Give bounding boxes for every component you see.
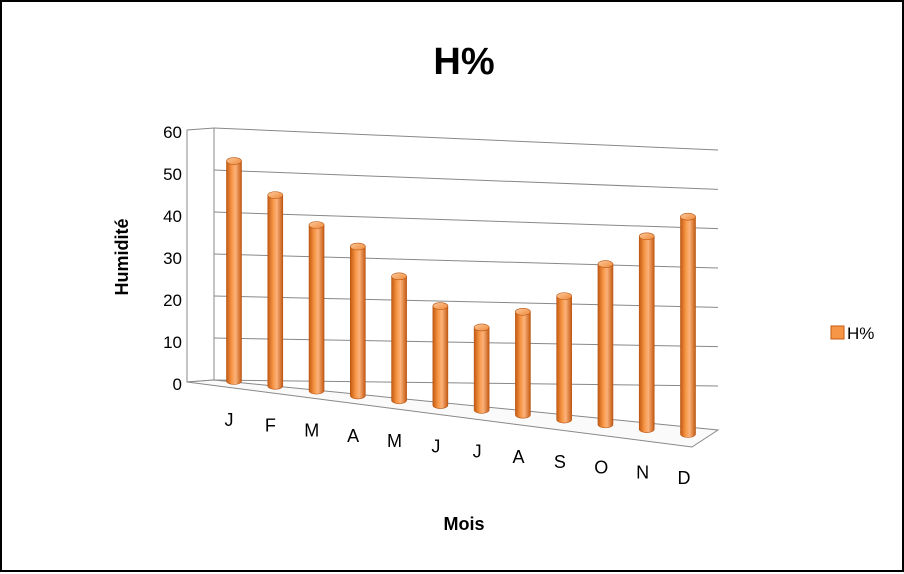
legend-label: H%: [847, 324, 874, 343]
y-tick-label: 30: [163, 249, 182, 268]
bar-body: [350, 246, 366, 400]
x-tick-label: N: [636, 463, 649, 483]
bar-7: [473, 323, 490, 414]
bar-11: [638, 232, 655, 433]
bar-body: [432, 305, 449, 409]
bar-cap: [226, 157, 242, 165]
bar-cap: [556, 292, 572, 300]
x-tick-label: J: [431, 436, 440, 456]
bar-body: [267, 194, 284, 390]
bar-4: [350, 242, 366, 400]
bar-cap: [638, 232, 655, 241]
legend: H%: [830, 324, 874, 343]
gridline: [213, 169, 719, 190]
bar-6: [432, 302, 449, 409]
bar-body: [515, 311, 531, 419]
bar-body: [391, 276, 407, 405]
x-tick-label: D: [678, 468, 691, 488]
gridlines: [186, 127, 720, 448]
bar-body: [680, 216, 696, 438]
bar-cap: [680, 212, 696, 221]
bar-cap: [597, 260, 614, 268]
gridline: [213, 295, 719, 308]
bar-12: [680, 212, 696, 438]
legend-swatch: [830, 325, 845, 340]
x-tick-label: O: [594, 457, 608, 477]
bar-2: [267, 191, 284, 390]
x-tick-label: M: [304, 421, 319, 441]
bar-cap: [515, 307, 531, 316]
x-axis-ticks: J F M A M J J A S O N D: [225, 410, 691, 488]
x-tick-label: A: [347, 426, 359, 446]
x-tick-label: M: [387, 431, 402, 451]
bar-9: [556, 292, 572, 424]
bar-body: [597, 263, 614, 429]
x-tick-label: J: [225, 410, 234, 430]
gridline: [213, 337, 719, 348]
y-tick-label: 40: [163, 207, 182, 226]
gridline: [213, 379, 719, 387]
bar-cap: [350, 242, 366, 251]
y-tick-label: 60: [163, 123, 182, 142]
y-axis-ticks: 0 10 20 30 40 50 60: [163, 123, 182, 394]
gridline: [213, 253, 719, 269]
gridline: [213, 127, 719, 151]
y-tick-label: 20: [163, 291, 182, 310]
bar-body: [638, 235, 655, 433]
bar-cap: [473, 323, 490, 332]
bar-cap: [267, 191, 284, 199]
x-tick-label: S: [554, 452, 566, 472]
bar-body: [556, 295, 572, 424]
bar-body: [308, 224, 325, 395]
bar-body: [226, 160, 242, 385]
bar-cap: [308, 221, 325, 229]
x-tick-label: F: [265, 415, 276, 435]
chart-title: H%: [433, 41, 494, 83]
bar-10: [597, 260, 614, 429]
bar-5: [391, 272, 407, 405]
side-wall: [186, 127, 215, 383]
bar-8: [515, 307, 531, 419]
bar-body: [473, 327, 490, 414]
x-tick-label: A: [513, 447, 525, 467]
bar-cap: [432, 302, 449, 310]
y-tick-label: 50: [163, 165, 182, 184]
y-axis-label: Humidité: [112, 218, 132, 295]
x-tick-label: J: [473, 442, 482, 462]
bar-3: [308, 221, 325, 395]
y-tick-label: 0: [173, 375, 182, 394]
floor: [186, 379, 720, 448]
bar-1: [226, 157, 242, 385]
bar-cap: [391, 272, 407, 281]
y-tick-label: 10: [163, 333, 182, 352]
gridline: [213, 211, 719, 230]
x-axis-label: Mois: [443, 514, 484, 534]
bar-series: [226, 157, 696, 438]
